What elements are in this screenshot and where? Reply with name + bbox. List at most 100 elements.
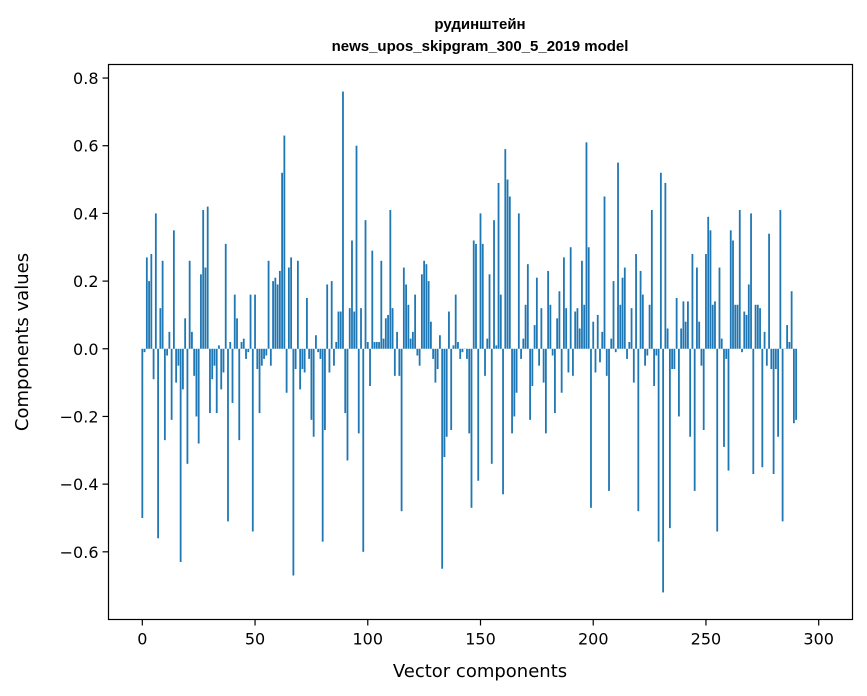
bar-20 bbox=[186, 348, 189, 464]
bar-123 bbox=[418, 348, 421, 366]
bar-57 bbox=[269, 348, 272, 366]
bar-38 bbox=[227, 348, 229, 522]
bar-64 bbox=[285, 348, 288, 393]
bar-127 bbox=[427, 281, 430, 349]
bar-103 bbox=[373, 342, 376, 349]
bar-51 bbox=[256, 348, 259, 370]
bar-247 bbox=[698, 321, 701, 349]
bar-218 bbox=[632, 348, 635, 383]
bar-124 bbox=[420, 274, 423, 349]
bar-31 bbox=[211, 348, 214, 380]
bar-222 bbox=[641, 294, 644, 349]
bar-86 bbox=[335, 342, 338, 349]
bar-53 bbox=[260, 348, 263, 366]
bar-180 bbox=[547, 270, 550, 349]
bar-22 bbox=[191, 331, 193, 349]
bar-167 bbox=[517, 213, 520, 349]
bar-152 bbox=[484, 348, 486, 376]
bar-115 bbox=[400, 348, 403, 512]
bar-173 bbox=[531, 348, 534, 386]
bar-58 bbox=[272, 281, 274, 349]
bar-120 bbox=[411, 331, 414, 349]
bar-217 bbox=[630, 308, 633, 349]
bar-150 bbox=[479, 213, 482, 349]
bar-267 bbox=[743, 311, 746, 349]
bar-156 bbox=[493, 220, 495, 349]
bar-264 bbox=[736, 304, 739, 349]
bar-36 bbox=[222, 348, 225, 373]
bar-227 bbox=[653, 348, 655, 386]
y-tick-label: 0.0 bbox=[73, 340, 98, 359]
bar-202 bbox=[596, 314, 599, 349]
bar-186 bbox=[560, 348, 563, 393]
bar-42 bbox=[236, 318, 238, 349]
bar-236 bbox=[673, 348, 676, 370]
bar-56 bbox=[267, 260, 270, 349]
bar-100 bbox=[366, 342, 369, 349]
bar-76 bbox=[312, 348, 315, 437]
bar-208 bbox=[610, 338, 613, 349]
bar-159 bbox=[499, 294, 502, 349]
bar-164 bbox=[511, 348, 513, 434]
bar-154 bbox=[488, 274, 491, 349]
bar-220 bbox=[637, 348, 640, 512]
bar-137 bbox=[450, 348, 453, 430]
bar-272 bbox=[754, 304, 757, 349]
bar-221 bbox=[639, 270, 642, 349]
bar-128 bbox=[430, 321, 432, 349]
bar-230 bbox=[659, 172, 662, 349]
bar-197 bbox=[585, 142, 588, 349]
bar-89 bbox=[342, 91, 344, 349]
y-tick-label: 0.8 bbox=[73, 69, 98, 88]
bar-108 bbox=[384, 318, 387, 349]
bar-88 bbox=[339, 311, 342, 349]
bar-1 bbox=[143, 348, 146, 353]
bar-211 bbox=[617, 162, 619, 349]
bar-18 bbox=[182, 348, 184, 390]
bar-17 bbox=[179, 348, 182, 562]
bar-242 bbox=[687, 301, 689, 349]
bar-50 bbox=[254, 294, 256, 349]
bar-37 bbox=[224, 243, 227, 349]
bar-62 bbox=[281, 172, 283, 349]
bar-250 bbox=[705, 254, 707, 349]
bar-278 bbox=[768, 233, 770, 349]
bar-243 bbox=[689, 348, 692, 437]
bar-125 bbox=[423, 260, 426, 349]
bar-4 bbox=[150, 254, 153, 349]
bar-161 bbox=[504, 149, 507, 349]
bar-158 bbox=[497, 182, 500, 349]
bar-92 bbox=[348, 308, 351, 349]
bar-171 bbox=[526, 264, 529, 349]
bar-155 bbox=[490, 348, 493, 464]
bar-113 bbox=[396, 331, 398, 349]
bar-270 bbox=[750, 213, 752, 349]
bar-82 bbox=[326, 284, 329, 349]
bar-151 bbox=[481, 243, 484, 349]
bar-49 bbox=[251, 348, 254, 532]
bar-216 bbox=[628, 342, 631, 349]
bar-29 bbox=[206, 206, 209, 349]
bar-61 bbox=[278, 270, 281, 349]
bar-194 bbox=[578, 328, 581, 349]
bar-110 bbox=[389, 210, 392, 349]
bar-229 bbox=[657, 348, 660, 542]
bar-206 bbox=[605, 348, 608, 376]
bar-148 bbox=[475, 243, 477, 349]
bar-283 bbox=[779, 210, 782, 349]
chart-title-line2: news_upos_skipgram_300_5_2019 model bbox=[332, 38, 629, 55]
bar-12 bbox=[168, 331, 171, 349]
bar-244 bbox=[691, 254, 694, 349]
bar-288 bbox=[790, 291, 793, 349]
bar-3 bbox=[148, 281, 150, 349]
bar-10 bbox=[163, 348, 166, 441]
y-tick-label: 0.6 bbox=[73, 137, 98, 156]
bar-87 bbox=[337, 311, 340, 349]
bar-274 bbox=[759, 308, 761, 349]
bar-258 bbox=[723, 348, 725, 447]
bar-183 bbox=[554, 348, 556, 414]
bar-2 bbox=[145, 257, 148, 349]
bar-35 bbox=[220, 348, 223, 390]
bars-group bbox=[141, 91, 798, 593]
